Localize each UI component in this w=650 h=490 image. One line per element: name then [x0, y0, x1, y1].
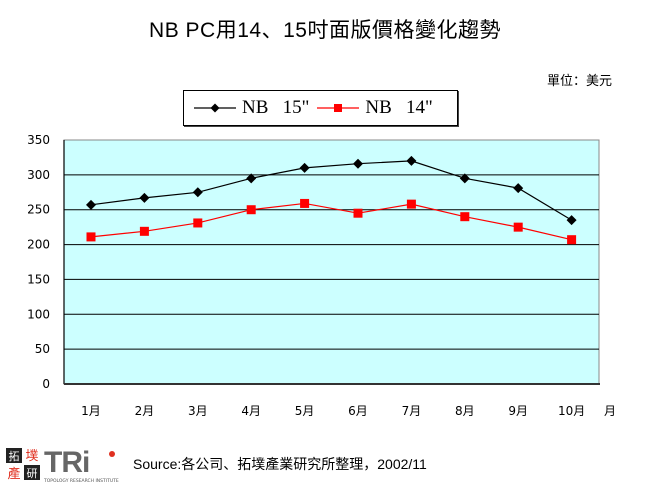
plot-area: [63, 139, 600, 385]
x-tick-label: 8月: [455, 404, 475, 418]
svg-text:TOPOLOGY RESEARCH INSTITUTE: TOPOLOGY RESEARCH INSTITUTE: [43, 478, 119, 484]
y-tick-label: 50: [35, 342, 50, 356]
x-tick-label: 9月: [508, 404, 528, 418]
square-marker-icon: [139, 226, 149, 236]
svg-text:拓: 拓: [9, 449, 20, 463]
y-tick-label: 100: [27, 307, 50, 321]
square-marker-icon: [460, 212, 470, 222]
legend-item-nb14: NB 14": [317, 97, 433, 119]
square-marker-icon: [353, 208, 363, 218]
x-tick-label: 3月: [188, 404, 208, 418]
square-marker-icon: [567, 235, 577, 245]
x-tick-label: 7月: [402, 404, 422, 418]
diamond-marker-icon: [299, 162, 310, 173]
legend-label-nb14: NB 14": [365, 97, 433, 118]
y-tick-label: 350: [27, 133, 50, 147]
source-note: Source:各公司、拓墣產業研究所整理，2002/11: [133, 456, 427, 472]
legend: NB 15" NB 14": [183, 90, 458, 126]
square-marker-icon: [406, 199, 416, 209]
x-axis-label: 月: [604, 404, 616, 418]
diamond-marker-icon: [566, 215, 577, 226]
square-marker-icon: [513, 222, 523, 232]
diamond-marker-icon: [406, 155, 417, 166]
square-marker-icon: [317, 104, 360, 112]
line-chart: 0 50 100 150 200 250 300 350 1月 2月 3月 4月 5月 6月 7月 8月 9月…: [27, 133, 616, 418]
series-group: [86, 155, 577, 245]
x-tick-label: 1月: [81, 404, 101, 418]
plot-background: [63, 139, 600, 385]
legend-item-nb15: NB 15": [194, 97, 309, 119]
diamond-marker-icon: [139, 192, 150, 203]
svg-text:墣: 墣: [25, 449, 38, 464]
diamond-marker-icon: [353, 158, 363, 169]
diamond-marker-icon: [194, 103, 236, 113]
series-line-nb14: [90, 202, 572, 241]
diamond-marker-icon: [513, 183, 524, 194]
square-marker-icon: [246, 205, 256, 215]
diamond-marker-icon: [192, 187, 203, 198]
y-tick-label: 300: [27, 168, 50, 182]
x-tick-label: 5月: [295, 404, 315, 418]
svg-text:產: 產: [7, 466, 20, 482]
svg-text:TRi: TRi: [44, 446, 89, 479]
x-tick-label: 2月: [135, 404, 155, 418]
y-tick-label: 150: [27, 272, 50, 286]
chart-title: NB PC用14、15吋面版價格變化趨勢: [149, 19, 501, 42]
tri-logo: 拓 墣 產 研 TRi TOPOLOGY RESEARCH INSTITUTE: [4, 442, 119, 486]
y-tick-label: 250: [27, 203, 50, 217]
y-tick-label: 200: [27, 238, 50, 252]
y-axis: 0 50 100 150 200 250 300 350: [27, 133, 50, 391]
diamond-marker-icon: [86, 199, 96, 210]
y-tick-label: 0: [42, 377, 50, 391]
x-tick-label: 4月: [241, 404, 261, 418]
diamond-marker-icon: [459, 173, 470, 184]
svg-text:研: 研: [27, 467, 38, 480]
footer: 拓 墣 產 研 TRi TOPOLOGY RESEARCH INSTITUTE …: [0, 440, 650, 488]
square-marker-icon: [86, 232, 96, 242]
diamond-marker-icon: [246, 173, 257, 184]
x-axis: 1月 2月 3月 4月 5月 6月 7月 8月 9月 10月 月: [81, 404, 616, 418]
x-tick-label: 6月: [348, 404, 368, 418]
legend-label-nb15: NB 15": [242, 97, 310, 118]
series-line-nb15: [90, 160, 572, 221]
unit-label: 單位：美元: [546, 74, 612, 89]
x-tick-label: 10月: [558, 404, 585, 418]
square-marker-icon: [193, 218, 203, 228]
square-marker-icon: [300, 198, 310, 208]
